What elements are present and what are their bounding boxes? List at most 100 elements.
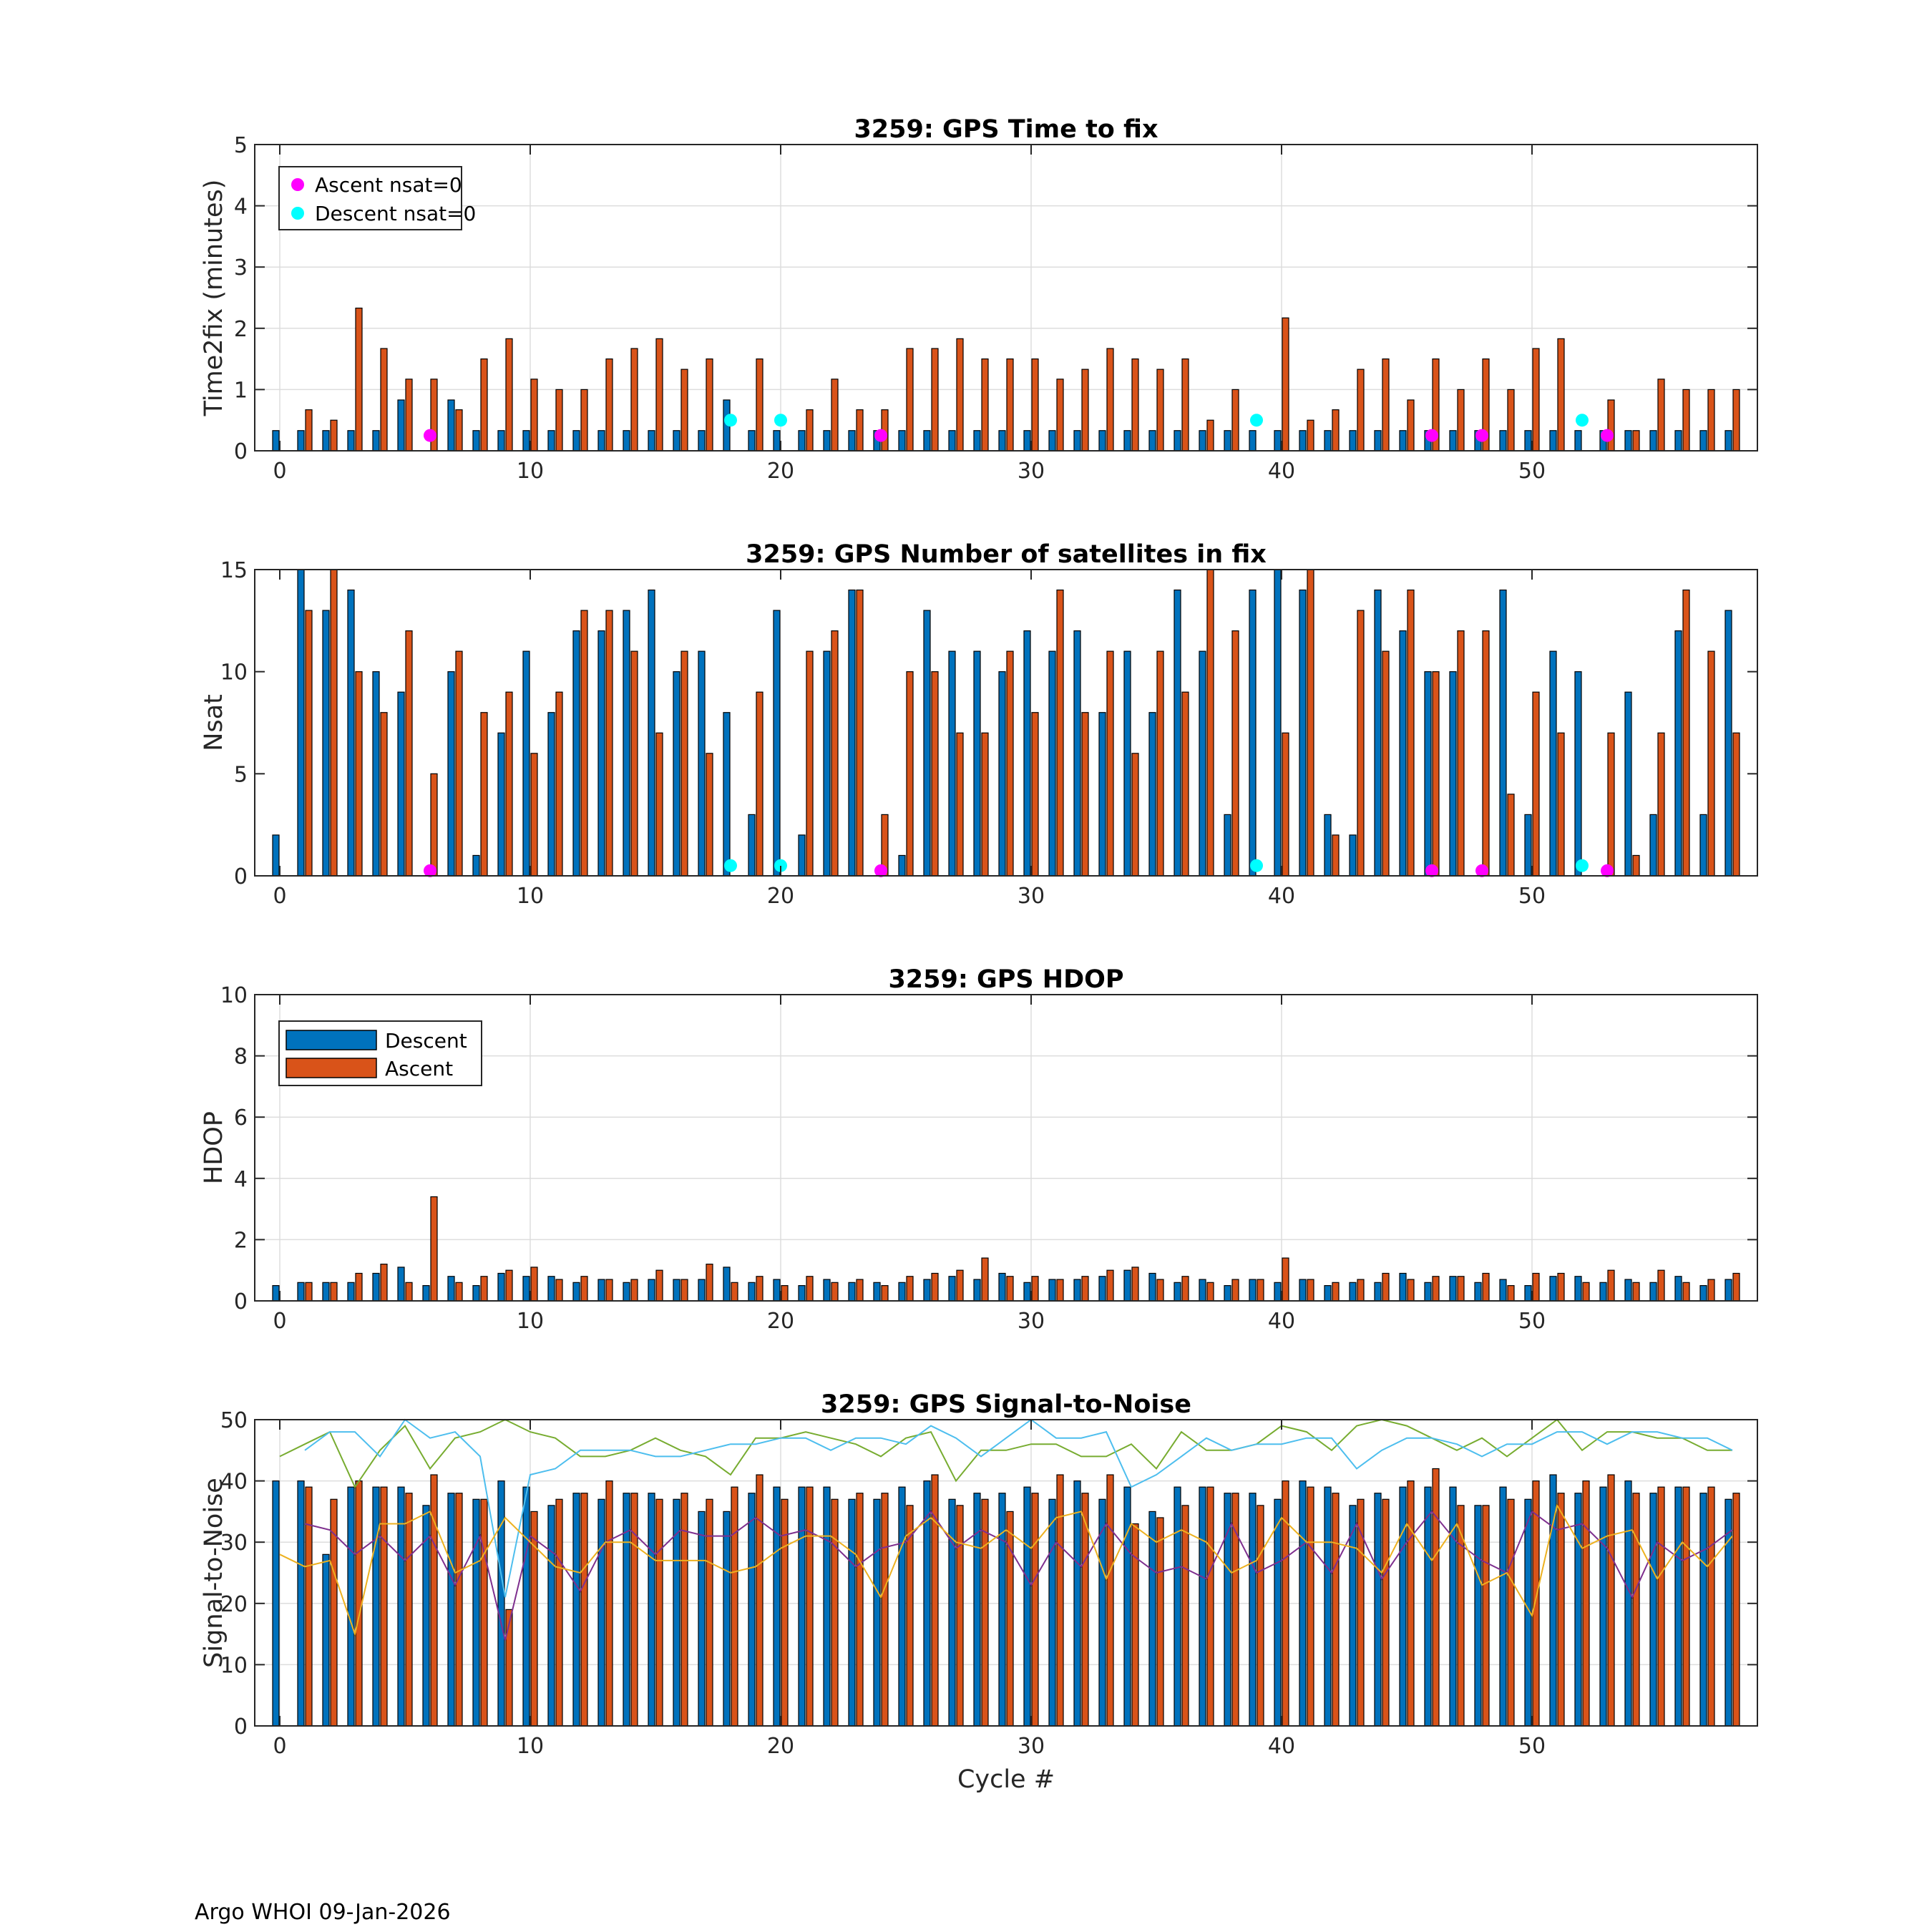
ascent-bar (1006, 1276, 1014, 1302)
descent-bar (1048, 1498, 1056, 1727)
ascent-nsat0-marker (874, 429, 887, 442)
axes-box (254, 1419, 1758, 1727)
descent-bar (1724, 430, 1732, 452)
descent-bar (372, 430, 380, 452)
descent-bar (1449, 671, 1457, 877)
ascent-bar (355, 307, 363, 452)
descent-bar (347, 589, 355, 877)
plot-area (255, 145, 1757, 451)
descent-bar (698, 1511, 706, 1727)
descent-bar (497, 1272, 505, 1302)
descent-bar (1274, 1498, 1282, 1727)
descent-bar (297, 430, 305, 452)
ascent-bar (1006, 650, 1014, 877)
descent-bar (923, 1480, 931, 1727)
ascent-bar (1131, 753, 1139, 877)
descent-bar (1098, 712, 1106, 877)
ascent-bar (1131, 1267, 1139, 1302)
ascent-bar (906, 671, 914, 877)
ascent-bar (1632, 854, 1640, 877)
descent-bar (1624, 1279, 1632, 1302)
x-tick-label: 30 (1018, 459, 1045, 484)
ascent-bar (1632, 430, 1640, 452)
descent-bar (347, 430, 355, 452)
yellow-line (279, 1503, 1733, 1637)
ascent-bar (1231, 1279, 1239, 1302)
descent-bar (1098, 1276, 1106, 1302)
descent-bar (1649, 430, 1657, 452)
ascent-bar (1732, 1272, 1740, 1302)
ascent-bar (1657, 732, 1665, 877)
descent-bar (1524, 814, 1532, 877)
descent-bar (1123, 1486, 1131, 1727)
descent-bar (1449, 1486, 1457, 1727)
ascent-bar (1507, 389, 1515, 452)
y-tick-label: 0 (234, 1289, 248, 1314)
bars (272, 1196, 1740, 1302)
chart-title: 3259: GPS Signal-to-Noise (821, 1390, 1191, 1419)
ascent-bar (931, 1272, 939, 1302)
ascent-bar (305, 409, 313, 452)
ascent-bar (1407, 399, 1415, 452)
descent-bar (973, 650, 981, 877)
descent-bar (297, 1282, 305, 1302)
descent-bar (1148, 1272, 1156, 1302)
descent-bar (1699, 1493, 1707, 1727)
descent-bar (1249, 430, 1257, 452)
descent-bar (973, 1493, 981, 1727)
ascent-bar (655, 338, 663, 452)
ascent-bar (1106, 348, 1114, 452)
descent-bar (623, 1282, 630, 1302)
ascent-bar (530, 1267, 538, 1302)
descent-bar (1374, 430, 1382, 452)
y-tick-label: 8 (234, 1045, 248, 1070)
ascent-bar (1282, 1480, 1289, 1727)
descent-bar (848, 1498, 856, 1727)
y-axis-label: HDOP (200, 1111, 228, 1184)
descent-bar (447, 671, 455, 877)
descent-bar (272, 430, 280, 452)
ascent-bar (1732, 389, 1740, 452)
ascent-bar (706, 1264, 713, 1302)
descent-bar (1274, 1282, 1282, 1302)
ascent-bar (1307, 1486, 1314, 1727)
ascent-bar (1106, 1269, 1114, 1302)
footer-text: Argo WHOI 09-Jan-2026 (195, 1900, 451, 1925)
descent-bar (1599, 1486, 1607, 1727)
ascent-bar (655, 732, 663, 877)
legend-box (278, 166, 462, 230)
descent-bar (1299, 430, 1307, 452)
descent-bar (1724, 1279, 1732, 1302)
descent-bar (1299, 1480, 1307, 1727)
ascent-bar (530, 753, 538, 877)
descent-bar (1499, 589, 1507, 877)
descent-bar (497, 430, 505, 452)
descent-bar (673, 430, 680, 452)
ascent-bar (1357, 610, 1365, 877)
ascent-bar (380, 1264, 388, 1302)
ascent-bar (1707, 389, 1715, 452)
chart-title: 3259: GPS Time to fix (854, 115, 1158, 144)
descent-bar (1199, 650, 1206, 877)
descent-bar (1374, 1282, 1382, 1302)
x-tick-label: 10 (517, 459, 544, 484)
x-tick-label: 0 (273, 884, 286, 909)
ascent-bar (1156, 650, 1164, 877)
ascent-bar (380, 712, 388, 877)
descent-bar (973, 430, 981, 452)
chart-title: 3259: GPS Number of satellites in fix (746, 540, 1267, 569)
descent-bar (1048, 650, 1056, 877)
ascent-bar (630, 1279, 638, 1302)
descent-bar (673, 671, 680, 877)
y-tick-label: 10 (220, 983, 248, 1008)
x-tick-label: 0 (273, 1734, 286, 1759)
x-tick-label: 20 (767, 459, 794, 484)
descent-bar (998, 1493, 1006, 1727)
descent-bar (372, 1272, 380, 1302)
x-tick-label: 30 (1018, 1309, 1045, 1334)
descent-bar (497, 732, 505, 877)
ascent-bar (655, 1269, 663, 1302)
ascent-bar (1432, 671, 1440, 877)
ascent-bar (1557, 732, 1565, 877)
y-axis-label: Time2fix (minutes) (200, 180, 228, 417)
